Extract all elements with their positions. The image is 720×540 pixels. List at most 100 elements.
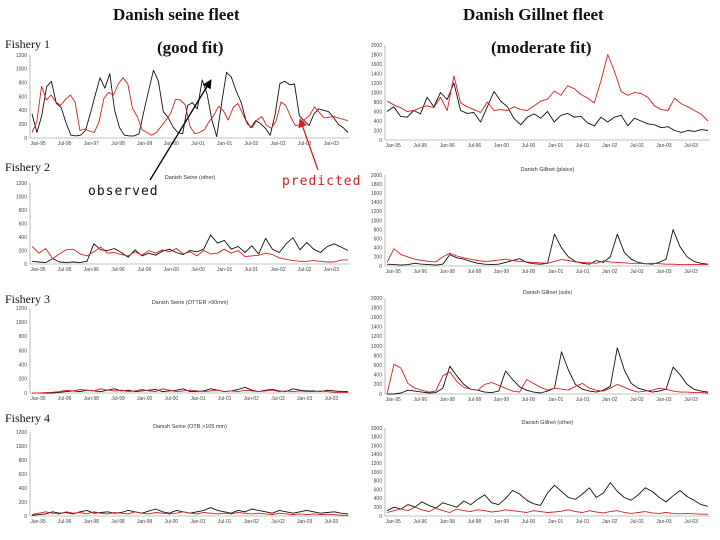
gill-1-predicted-series-line bbox=[386, 54, 709, 122]
seine-3-y-tick-label: 0 bbox=[24, 391, 27, 397]
seine-1-x-tick-label: Jan-95 bbox=[30, 141, 46, 147]
gill-2-x-tick-label: Jan-02 bbox=[602, 269, 618, 275]
gill-3-y-tick-label: 1800 bbox=[371, 305, 382, 311]
seine-4-x-tick-label: Jan-03 bbox=[297, 519, 313, 525]
seine-3-predicted-series-line bbox=[32, 388, 348, 394]
gill-4-x-tick-label: Jul-00 bbox=[522, 519, 536, 525]
seine-2-y-tick-label: 600 bbox=[19, 221, 28, 227]
gill-2-y-tick-label: 1600 bbox=[371, 191, 382, 197]
seine-3-x-tick-label: Jan-03 bbox=[297, 396, 313, 402]
seine-4-x-tick-label: Jul-96 bbox=[58, 519, 72, 525]
seine-4-y-tick-label: 600 bbox=[19, 472, 28, 478]
gill-3-observed-series-line bbox=[387, 347, 709, 395]
gill-3-x-tick-label: Jan-99 bbox=[494, 397, 510, 403]
seine-2-y-tick-label: 1000 bbox=[16, 194, 27, 200]
seine-1-y-tick-label: 200 bbox=[19, 122, 28, 128]
seine-4-y-tick-label: 400 bbox=[19, 486, 28, 492]
seine-2-x-tick-label: Jan-03 bbox=[324, 267, 340, 273]
seine-3-observed-series-line bbox=[32, 386, 348, 394]
seine-2-observed-series-line bbox=[31, 234, 349, 264]
gill-1-y-tick-label: 800 bbox=[374, 100, 383, 106]
seine-1-observed-series-line bbox=[31, 69, 349, 138]
gill-2-y-tick-label: 200 bbox=[374, 255, 383, 261]
gill-3-y-tick-label: 400 bbox=[374, 373, 383, 379]
gill-1-x-tick-label: Jan-95 bbox=[385, 143, 401, 149]
seine-1-x-tick-label: Jan-01 bbox=[217, 141, 233, 147]
seine-2-x-tick-label: Jul-00 bbox=[191, 267, 205, 273]
seine-4-x-tick-label: Jul-01 bbox=[218, 519, 232, 525]
row-label-fishery-3: Fishery 3 bbox=[5, 292, 50, 306]
seine-4-y-tick-label: 1200 bbox=[16, 430, 27, 436]
row-label-fishery-4: Fishery 4 bbox=[5, 411, 50, 425]
gill-1-x-tick-label: Jan-03 bbox=[656, 143, 672, 149]
gill-3-y-tick-label: 0 bbox=[379, 392, 382, 398]
seine-4-x-tick-label: Jan-02 bbox=[244, 519, 260, 525]
seine-3-x-tick-label: Jul-00 bbox=[165, 396, 179, 402]
gill-1-y-tick-label: 2000 bbox=[371, 43, 382, 49]
gill-4-y-tick-label: 1000 bbox=[371, 470, 382, 476]
gill-4-x-tick-label: Jan-98 bbox=[440, 519, 456, 525]
seine-3-y-tick-label: 1000 bbox=[16, 320, 27, 326]
gill-3-y-tick-label: 1600 bbox=[371, 315, 382, 321]
seine-2-x-tick-label: Jan-02 bbox=[270, 267, 286, 273]
gill-2-y-tick-label: 2000 bbox=[371, 173, 382, 179]
predicted-arrow bbox=[298, 118, 319, 171]
gill-3-predicted-series-line bbox=[386, 363, 709, 395]
seine-2-x-tick-label: Jul-01 bbox=[245, 267, 259, 273]
gill-1-x-tick-label: Jan-01 bbox=[548, 143, 564, 149]
seine-3-x-tick-label: Jan-98 bbox=[84, 396, 100, 402]
gill-2-x-tick-label: Jul-00 bbox=[522, 269, 536, 275]
gill-4-y-tick-label: 1200 bbox=[371, 461, 382, 467]
gill-3-x-tick-label: Jul-01 bbox=[576, 397, 590, 403]
gill-2-x-tick-label: Jan-95 bbox=[385, 269, 401, 275]
seine-fit-label: (good fit) bbox=[157, 38, 224, 57]
seine-3-x-tick-label: Jul-02 bbox=[271, 396, 285, 402]
gill-3-x-tick-label: Jul-00 bbox=[522, 397, 536, 403]
gill-2-x-tick-label: Jul-03 bbox=[684, 269, 698, 275]
gill-3-y-tick-label: 1400 bbox=[371, 325, 382, 331]
seine-1-x-tick-label: Jan-99 bbox=[137, 141, 153, 147]
gill-1-y-tick-label: 1200 bbox=[371, 81, 382, 87]
seine-1-predicted-series-line bbox=[31, 77, 349, 136]
gill-1-y-tick-label: 1800 bbox=[371, 52, 382, 58]
gill-3-x-tick-label: Jan-01 bbox=[548, 397, 564, 403]
gill-1-x-tick-label: Jul-02 bbox=[630, 143, 644, 149]
gill-4-plot-title: Danish Gillnet (other) bbox=[522, 420, 574, 426]
seine-1-y-tick-label: 600 bbox=[19, 94, 28, 100]
seine-2-x-tick-label: Jan-95 bbox=[30, 267, 46, 273]
seine-1-x-tick-label: Jul-98 bbox=[111, 141, 125, 147]
seine-1-y-tick-label: 1000 bbox=[16, 67, 27, 73]
gill-3-y-tick-label: 1200 bbox=[371, 334, 382, 340]
seine-1-x-tick-label: Jan-97 bbox=[84, 141, 100, 147]
seine-3-y-tick-label: 400 bbox=[19, 362, 28, 368]
seine-2-x-tick-label: Jul-95 bbox=[58, 267, 72, 273]
seine-4-y-tick-label: 200 bbox=[19, 500, 28, 506]
seine-3-x-tick-label: Jul-01 bbox=[218, 396, 232, 402]
seine-2-y-tick-label: 400 bbox=[19, 235, 28, 241]
seine-1-y-tick-label: 400 bbox=[19, 108, 28, 114]
seine-4-x-tick-label: Jan-99 bbox=[137, 519, 153, 525]
gill-2-y-tick-label: 1200 bbox=[371, 209, 382, 215]
gillnet-fit-label: (moderate fit) bbox=[491, 38, 592, 57]
gill-1-x-tick-label: Jul-01 bbox=[576, 143, 590, 149]
gill-2-y-tick-label: 800 bbox=[374, 227, 383, 233]
gill-4-x-tick-label: Jan-03 bbox=[656, 519, 672, 525]
seine-1-x-tick-label: Jan-02 bbox=[270, 141, 286, 147]
seine-3-x-tick-label: Jul-03 bbox=[325, 396, 339, 402]
seine-2-y-tick-label: 800 bbox=[19, 208, 28, 214]
gill-3-y-tick-label: 600 bbox=[374, 363, 383, 369]
seine-2-y-tick-label: 0 bbox=[24, 262, 27, 268]
seine-4-plot-title: Danish Seine (OTB >105 mm) bbox=[153, 424, 227, 430]
observed-annotation: observed bbox=[88, 184, 159, 199]
gill-1-x-tick-label: Jul-95 bbox=[413, 143, 427, 149]
seine-2-x-tick-label: Jan-96 bbox=[84, 267, 100, 273]
gill-2-y-tick-label: 1400 bbox=[371, 200, 382, 206]
seine-1-x-tick-label: Jul-95 bbox=[58, 141, 72, 147]
seine-3-y-tick-label: 200 bbox=[19, 377, 28, 383]
gill-4-x-tick-label: Jul-01 bbox=[576, 519, 590, 525]
gill-4-x-tick-label: Jan-01 bbox=[548, 519, 564, 525]
seine-3-plot-title: Danish Seine (OTTER >90mm) bbox=[152, 300, 229, 306]
gill-1-x-tick-label: Jul-00 bbox=[522, 143, 536, 149]
gill-4-x-tick-label: Jan-99 bbox=[494, 519, 510, 525]
